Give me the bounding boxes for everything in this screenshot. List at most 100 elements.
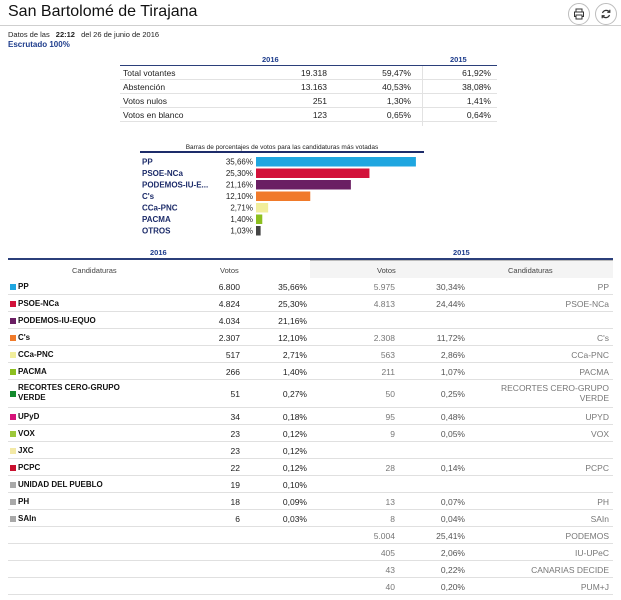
pct-2015: 0,48% <box>440 411 465 422</box>
party-name-2015: IU-UPeC <box>574 547 609 558</box>
votes-2016: 266 <box>225 366 240 377</box>
party-name: PCPC <box>18 462 41 472</box>
party-color-swatch <box>10 498 16 505</box>
votes-2015: 95 <box>385 411 395 422</box>
votes-2015: 5.004 <box>373 530 395 541</box>
chart-bar <box>256 203 269 213</box>
party-color-swatch <box>10 515 16 522</box>
party-color-swatch <box>10 368 16 375</box>
pct-2015: 0,07% <box>440 496 465 507</box>
chart-bar <box>256 214 263 224</box>
results-table-header: Candidaturas Votos Votos Candidaturas <box>8 258 613 278</box>
party-name: RECORTES CERO-GRUPO VERDE <box>18 383 120 402</box>
timestamp-time: 22:12 <box>55 30 75 39</box>
results-table: Candidaturas Votos Votos Candidaturas PP… <box>8 258 613 595</box>
votes-2016: 4.034 <box>218 315 240 326</box>
col-votos-2016: Votos <box>220 266 239 275</box>
timestamp-prefix: Datos de las <box>8 30 50 39</box>
summary-label: Total votantes <box>123 68 176 78</box>
table-row: PH 18 0,09% 13 0,07% PH <box>8 493 613 510</box>
party-color-swatch <box>10 430 16 437</box>
pct-2015: 24,44% <box>436 298 465 309</box>
summary-year-current: 2016 <box>262 55 279 64</box>
chart-bar <box>256 157 416 167</box>
summary-votes: 19.318 <box>301 68 327 78</box>
votes-2016: 51 <box>230 389 240 399</box>
party-color-swatch <box>10 334 16 341</box>
pct-2015: 0,14% <box>440 462 465 473</box>
party-color-swatch <box>10 481 16 488</box>
party-color-swatch <box>10 351 16 358</box>
party-color-swatch <box>10 447 16 454</box>
party-name-2015: PODEMOS <box>565 530 609 541</box>
summary-votes: 251 <box>312 96 327 106</box>
votes-2015: 4.813 <box>373 298 395 309</box>
summary-pct: 59,47% <box>382 68 411 78</box>
votes-2016: 18 <box>230 496 240 507</box>
votes-2016: 19 <box>230 479 240 490</box>
party-name: PP <box>18 281 29 291</box>
table-row: SAIn 6 0,03% 8 0,04% SAIn <box>8 510 613 527</box>
party-name: PODEMOS-IU-EQUO <box>18 315 96 325</box>
chart-value-label: 1,40% <box>230 215 253 224</box>
table-row: PODEMOS-IU-EQUO 4.034 21,16% <box>8 312 613 329</box>
col-votos-2015: Votos <box>377 266 396 275</box>
votes-2016: 22 <box>230 462 240 473</box>
votes-2015: 50 <box>385 389 395 399</box>
table-row: PCPC 22 0,12% 28 0,14% PCPC <box>8 459 613 476</box>
chart-bar <box>256 180 351 190</box>
chart-plot: PP 35,66% PSOE-NCa 25,30% PODEMOS-IU-E... 21,… <box>142 157 416 236</box>
pct-2016: 35,66% <box>278 281 307 292</box>
vote-percentage-chart: Barras de porcentajes de votos para las … <box>140 144 424 240</box>
party-name: PSOE-NCa <box>18 298 59 308</box>
table-row: 405 2,06% IU-UPeC <box>8 544 613 561</box>
party-name-2015: RECORTES CERO-GRUPO VERDE <box>501 383 609 403</box>
pct-2015: 0,20% <box>440 581 465 592</box>
votes-2016: 6 <box>235 513 240 524</box>
pct-2016: 0,12% <box>282 445 307 456</box>
table-row: VOX 23 0,12% 9 0,05% VOX <box>8 425 613 442</box>
chart-bar <box>256 168 370 178</box>
pct-2015: 1,07% <box>440 366 465 377</box>
table-row: PACMA 266 1,40% 211 1,07% PACMA <box>8 363 613 380</box>
data-timestamp: Datos de las 22:12 del 26 de junio de 20… <box>8 30 159 39</box>
print-button[interactable] <box>568 3 590 25</box>
table-row: JXC 23 0,12% <box>8 442 613 459</box>
summary-year-previous: 2015 <box>450 55 467 64</box>
page-header: San Bartolomé de Tirajana <box>0 0 621 26</box>
pct-2016: 0,27% <box>282 389 307 399</box>
pct-2015: 2,86% <box>440 349 465 360</box>
votes-2015: 43 <box>385 564 395 575</box>
chart-bar <box>256 226 261 236</box>
party-name-2015: SAIn <box>590 513 609 524</box>
votes-2016: 2.307 <box>218 332 240 343</box>
party-name-2015: VOX <box>591 428 609 439</box>
summary-pct: 40,53% <box>382 82 411 92</box>
pct-2015: 2,06% <box>440 547 465 558</box>
pct-2015: 30,34% <box>436 281 465 292</box>
votes-2015: 211 <box>381 366 395 377</box>
summary-row: Abstención 13.163 40,53% 38,08% <box>120 80 497 94</box>
chart-value-label: 25,30% <box>226 169 253 178</box>
party-name: PH <box>18 496 30 506</box>
col-candidaturas-2016: Candidaturas <box>72 266 117 275</box>
party-name-2015: PUM+J <box>580 581 609 592</box>
chart-category-label: PACMA <box>142 215 171 224</box>
party-name: SAIn <box>18 513 37 523</box>
votes-2015: 405 <box>380 547 395 558</box>
summary-label: Votos nulos <box>123 96 167 106</box>
votes-2015: 2.308 <box>373 332 395 343</box>
chart-category-label: PP <box>142 158 153 167</box>
pct-2016: 0,12% <box>282 462 307 473</box>
refresh-button[interactable] <box>595 3 617 25</box>
party-name: VOX <box>18 428 35 438</box>
summary-pct: 0,65% <box>386 110 411 120</box>
pct-2016: 0,12% <box>282 428 307 439</box>
table-row: CCa-PNC 517 2,71% 563 2,86% CCa-PNC <box>8 346 613 363</box>
party-name-2015: CANARIAS DECIDE <box>531 564 609 575</box>
table-year-current: 2016 <box>150 248 167 257</box>
votes-2015: 40 <box>385 581 395 592</box>
party-name: PACMA <box>18 366 47 376</box>
pct-2016: 0,10% <box>282 479 307 490</box>
party-name: C's <box>18 332 31 342</box>
